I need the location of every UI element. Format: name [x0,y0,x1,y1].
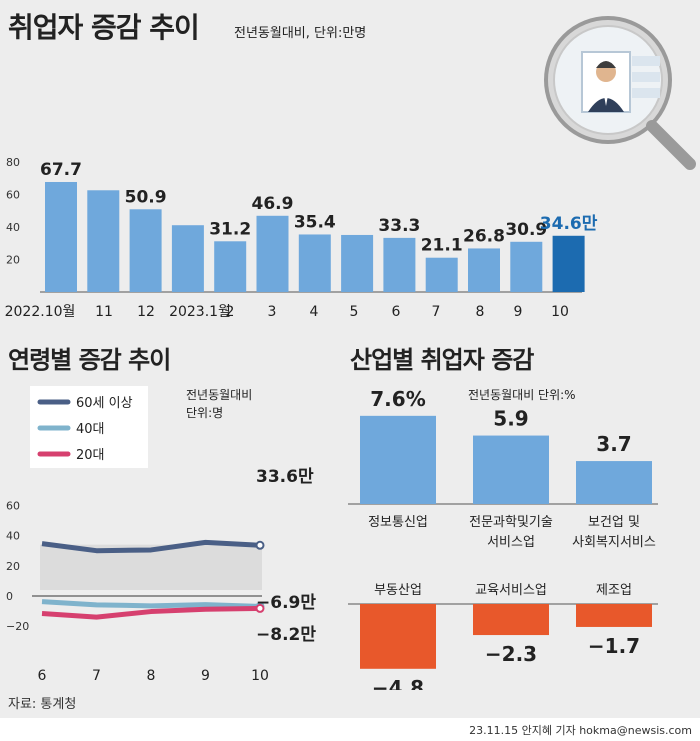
source-label: 자료: 통계청 [8,697,77,712]
magnifier-icon [544,16,696,170]
y-tick-label: 60 [6,499,20,512]
data-label: 46.9 [252,194,294,214]
x-tick-label: 5 [350,304,359,320]
negative-bar [360,604,436,669]
bar [256,215,289,292]
x-tick-label: 10 [251,668,269,684]
data-label: 7.6% [370,390,425,411]
y-tick-label: 0 [6,590,13,603]
data-label: 31.2 [209,219,251,239]
bar [129,209,162,292]
series-line [41,599,261,609]
data-label: 30.9 [505,220,547,240]
x-tick-label: 2022.10월 [5,304,76,320]
y-tick-label: 80 [6,156,20,169]
category-label: 서비스업 [487,535,535,550]
x-tick-label: 9 [201,668,210,684]
bar [45,181,77,292]
data-label: 5.9 [493,407,528,431]
monthly-bar-chart: 80 60 40 20 67.7 2022.10월 11 50.9 12 2023.1월 31.2 2… [5,156,598,320]
page-subtitle: 전년동월대비, 단위:만명 [234,26,367,41]
x-tick-label: 6 [38,668,47,684]
y-tick-label: −20 [6,620,29,633]
category-label: 제조업 [596,583,632,598]
age-line-chart: 60 40 20 0 −20 33.6만 −6.9만 −8.2만 6 7 8 9 10 60세 이상 40대… [6,386,316,684]
series-end-label: −6.9만 [256,593,316,613]
bar [510,241,543,292]
positive-bar [576,461,652,504]
legend-label: 40대 [76,422,105,437]
bar [552,235,585,292]
bar [468,248,500,292]
category-label: 교육서비스업 [475,583,547,598]
category-label: 전문과학및기술 [469,515,553,530]
industry-note: 전년동월대비 단위:% [468,388,576,402]
footer-strip [0,718,700,741]
credit-label: 23.11.15 안지혜 기자 hokma@newsis.com [469,724,692,737]
series-end-point [255,540,265,550]
bar [298,234,331,292]
negative-bar [473,604,549,636]
x-tick-label: 7 [92,668,101,684]
legend-label: 60세 이상 [76,396,133,411]
age-section-title: 연령별 증감 추이 [8,346,171,374]
x-tick-label: 2 [226,304,235,320]
data-label: −4.8 [372,676,424,690]
x-tick-label: 12 [137,304,155,320]
y-tick-label: 40 [6,530,20,543]
legend-label: 20대 [76,448,105,463]
y-tick-label: 20 [6,254,20,267]
x-tick-label: 9 [514,304,523,320]
x-tick-label: 8 [147,668,156,684]
positive-bar [473,435,549,504]
data-label: 33.3 [378,216,420,236]
x-tick-label: 4 [310,304,319,320]
series-line [41,605,261,620]
data-label: 67.7 [40,160,82,180]
age-note-basis: 전년동월대비 [186,388,253,402]
bar [87,190,120,292]
x-tick-label: 8 [476,304,485,320]
y-tick-label: 20 [6,560,20,573]
x-tick-label: 6 [392,304,401,320]
x-tick-label: 11 [95,304,113,320]
negative-bar [576,604,652,627]
data-label: 35.4 [294,212,336,232]
series-end-point [255,603,265,613]
series-end-label: 33.6만 [256,467,314,487]
data-label: 21.1 [421,236,463,256]
y-tick-label: 40 [6,221,20,234]
category-label: 정보통신업 [368,515,428,530]
positive-bar [360,415,436,504]
series-end-label: −8.2만 [256,625,316,645]
page-title: 취업자 증감 추이 [8,11,200,44]
industry-section-title: 산업별 취업자 증감 [350,346,534,374]
data-label: 50.9 [125,187,167,207]
category-label: 사회복지서비스 [572,535,656,550]
bar [341,234,374,292]
y-tick-label: 60 [6,189,20,202]
category-label: 보건업 및 [588,515,640,530]
data-label: −1.7 [588,634,640,658]
series-line [41,539,261,554]
x-tick-label: 2023.1월 [169,304,231,320]
data-label: 26.8 [463,226,505,246]
age-note-unit: 단위:명 [186,406,224,420]
bar [171,225,204,292]
category-label: 부동산업 [374,583,422,598]
x-tick-label: 7 [432,304,441,320]
bar [425,257,458,292]
data-label: 3.7 [596,432,631,456]
bar [383,237,416,292]
data-label: −2.3 [485,642,537,666]
x-tick-label: 10 [551,304,569,320]
data-label: 34.6만 [540,214,598,234]
bar [214,241,247,292]
x-tick-label: 3 [268,304,277,320]
